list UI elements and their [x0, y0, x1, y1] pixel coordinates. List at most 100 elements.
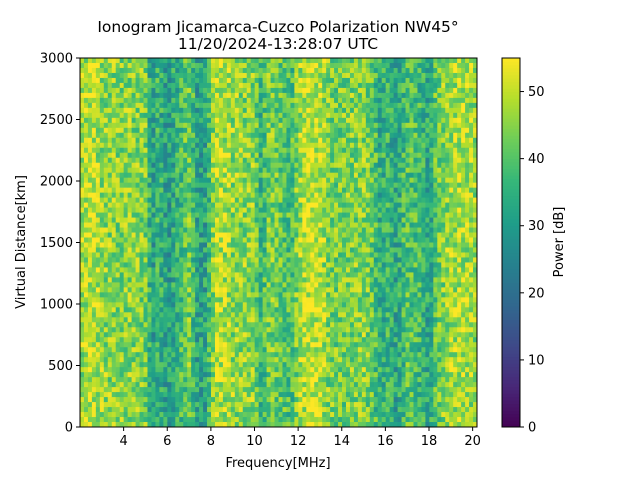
heatmap-cell [278, 122, 283, 129]
heatmap-cell [290, 212, 295, 218]
heatmap-cell [175, 187, 180, 194]
heatmap-cell [294, 367, 299, 373]
heatmap-cell [151, 407, 156, 413]
heatmap-cell [123, 102, 129, 109]
heatmap-cell [338, 347, 343, 353]
heatmap-cell [80, 267, 85, 273]
heatmap-cell [338, 277, 343, 283]
heatmap-cell [286, 397, 291, 403]
heatmap-cell [135, 237, 140, 243]
heatmap-cell [119, 367, 125, 373]
heatmap-cell [222, 222, 228, 228]
heatmap-cell [274, 292, 279, 298]
heatmap-cell [211, 367, 216, 373]
heatmap-cell [290, 247, 295, 253]
heatmap-cell [163, 352, 168, 358]
heatmap-cell [147, 242, 152, 248]
heatmap-cell [326, 87, 331, 94]
heatmap-cell [310, 122, 315, 129]
heatmap-cell [294, 137, 299, 144]
heatmap-cell [175, 362, 180, 368]
heatmap-cell [282, 222, 287, 228]
heatmap-cell [282, 327, 287, 333]
heatmap-cell [207, 227, 212, 233]
heatmap-cell [91, 157, 97, 164]
heatmap-cell [175, 202, 180, 208]
heatmap-cell [234, 377, 240, 383]
heatmap-cell [175, 217, 180, 223]
heatmap-cell [230, 152, 236, 159]
heatmap-cell [286, 127, 291, 134]
heatmap-cell [298, 62, 303, 69]
heatmap-cell [250, 202, 256, 208]
heatmap-cell [191, 72, 196, 79]
heatmap-cell [171, 302, 176, 308]
heatmap-cell [171, 307, 176, 313]
heatmap-cell [238, 252, 244, 258]
heatmap-cell [262, 182, 267, 189]
heatmap-cell [322, 157, 327, 164]
heatmap-cell [234, 312, 240, 318]
heatmap-cell [179, 297, 184, 303]
heatmap-cell [151, 182, 156, 189]
heatmap-cell [338, 152, 343, 159]
heatmap-cell [242, 287, 248, 293]
heatmap-cell [218, 362, 224, 368]
heatmap-cell [131, 352, 136, 358]
heatmap-cell [338, 397, 343, 403]
heatmap-cell [330, 257, 335, 263]
heatmap-cell [195, 262, 200, 268]
heatmap-cell [254, 202, 260, 208]
heatmap-cell [107, 152, 113, 159]
heatmap-cell [250, 332, 256, 338]
heatmap-cell [254, 142, 260, 149]
heatmap-cell [143, 322, 148, 328]
heatmap-cell [330, 62, 335, 69]
heatmap-cell [191, 222, 196, 228]
heatmap-cell [91, 102, 97, 109]
heatmap-cell [207, 352, 212, 358]
heatmap-cell [203, 197, 208, 204]
heatmap-cell [286, 162, 291, 169]
heatmap-cell [163, 327, 168, 333]
heatmap-cell [334, 377, 339, 383]
heatmap-cell [246, 382, 252, 388]
heatmap-cell [306, 292, 311, 298]
heatmap-cell [139, 257, 144, 263]
heatmap-cell [80, 107, 85, 114]
heatmap-cell [282, 77, 287, 84]
heatmap-cell [87, 242, 93, 248]
heatmap-cell [87, 117, 93, 124]
heatmap-cell [91, 392, 97, 398]
heatmap-cell [179, 237, 184, 243]
heatmap-cell [163, 237, 168, 243]
heatmap-cell [175, 397, 180, 403]
heatmap-cell [266, 172, 271, 179]
heatmap-cell [254, 252, 260, 258]
heatmap-cell [234, 222, 240, 228]
heatmap-cell [131, 332, 136, 338]
heatmap-cell [80, 177, 85, 184]
heatmap-cell [99, 137, 105, 144]
heatmap-cell [246, 417, 252, 423]
heatmap-cell [218, 187, 224, 194]
heatmap-cell [254, 197, 260, 204]
heatmap-cell [135, 92, 140, 99]
heatmap-cell [282, 72, 287, 79]
heatmap-cell [330, 122, 335, 129]
heatmap-cell [211, 77, 216, 84]
heatmap-cell [286, 232, 291, 238]
heatmap-cell [127, 287, 133, 293]
heatmap-cell [298, 212, 303, 218]
heatmap-cell [266, 292, 271, 298]
heatmap-cell [238, 72, 244, 79]
heatmap-cell [80, 372, 85, 378]
heatmap-cell [278, 407, 283, 413]
heatmap-cell [123, 327, 129, 333]
heatmap-cell [195, 197, 200, 204]
heatmap-cell [278, 277, 283, 283]
heatmap-cell [326, 58, 331, 64]
heatmap-cell [111, 77, 117, 84]
heatmap-cell [211, 162, 216, 169]
heatmap-cell [290, 127, 295, 134]
